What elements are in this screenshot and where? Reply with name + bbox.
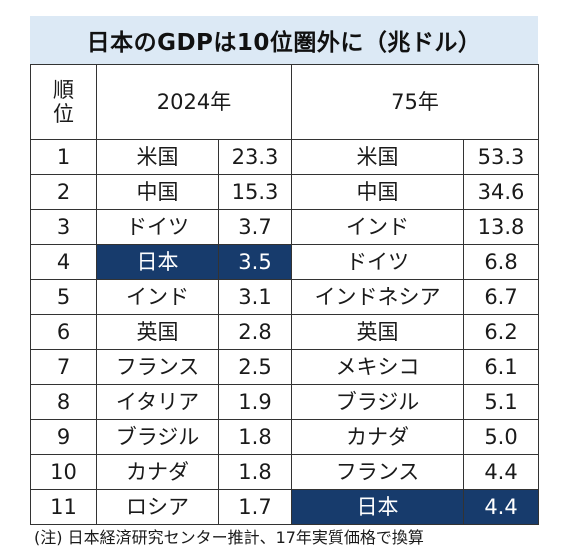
country-75-cell: インドネシア bbox=[291, 279, 465, 315]
country-2024-cell: ロシア bbox=[96, 489, 219, 525]
table-title: 日本のGDPは10位圏外に（兆ドル） bbox=[30, 16, 538, 64]
country-2024-cell: 中国 bbox=[96, 174, 219, 210]
country-2024-cell: 米国 bbox=[96, 139, 219, 175]
country-2024-cell: イタリア bbox=[96, 384, 219, 420]
rank-cell: 8 bbox=[30, 384, 97, 420]
rank-header: 順 位 bbox=[30, 64, 97, 140]
year-75-header: 75年 bbox=[291, 64, 540, 140]
value-75-cell: 5.0 bbox=[463, 419, 540, 455]
value-2024-cell: 1.8 bbox=[217, 454, 293, 490]
gdp-ranking-figure: 日本のGDPは10位圏外に（兆ドル） 順 位 2024年 75年 1 米国 23.3… bbox=[30, 16, 540, 525]
rank-header-line2: 位 bbox=[53, 102, 74, 126]
value-2024-cell: 1.8 bbox=[217, 419, 293, 455]
rank-cell: 2 bbox=[30, 174, 97, 210]
value-2024-cell: 1.9 bbox=[217, 384, 293, 420]
country-75-cell: カナダ bbox=[291, 419, 465, 455]
country-75-cell: インド bbox=[291, 209, 465, 245]
country-2024-cell: ドイツ bbox=[96, 209, 219, 245]
value-2024-cell: 2.5 bbox=[217, 349, 293, 385]
country-75-cell: 英国 bbox=[291, 314, 465, 350]
country-75-cell: ドイツ bbox=[291, 244, 465, 280]
table-row: 5 インド 3.1 インドネシア 6.7 bbox=[30, 279, 540, 315]
table-row: 11 ロシア 1.7 日本 4.4 bbox=[30, 489, 540, 525]
country-75-cell: フランス bbox=[291, 454, 465, 490]
value-2024-cell: 2.8 bbox=[217, 314, 293, 350]
table-row: 10 カナダ 1.8 フランス 4.4 bbox=[30, 454, 540, 490]
value-75-cell: 53.3 bbox=[463, 139, 540, 175]
table-row: 4 日本 3.5 ドイツ 6.8 bbox=[30, 244, 540, 280]
country-2024-cell: 日本 bbox=[96, 244, 219, 280]
value-2024-cell: 1.7 bbox=[217, 489, 293, 525]
table-row: 6 英国 2.8 英国 6.2 bbox=[30, 314, 540, 350]
rank-cell: 1 bbox=[30, 139, 97, 175]
table-row: 8 イタリア 1.9 ブラジル 5.1 bbox=[30, 384, 540, 420]
country-75-cell: ブラジル bbox=[291, 384, 465, 420]
value-2024-cell: 15.3 bbox=[217, 174, 293, 210]
header-row: 順 位 2024年 75年 bbox=[30, 64, 540, 140]
table-row: 9 ブラジル 1.8 カナダ 5.0 bbox=[30, 419, 540, 455]
country-2024-cell: 英国 bbox=[96, 314, 219, 350]
gdp-ranking-table: 順 位 2024年 75年 1 米国 23.3 米国 53.3 2 中国 15.3 中国 34.6… bbox=[30, 64, 540, 525]
value-75-cell: 4.4 bbox=[463, 454, 540, 490]
rank-cell: 9 bbox=[30, 419, 97, 455]
country-2024-cell: フランス bbox=[96, 349, 219, 385]
country-75-cell: 米国 bbox=[291, 139, 465, 175]
rank-cell: 6 bbox=[30, 314, 97, 350]
rank-cell: 5 bbox=[30, 279, 97, 315]
table-row: 3 ドイツ 3.7 インド 13.8 bbox=[30, 209, 540, 245]
value-2024-cell: 3.7 bbox=[217, 209, 293, 245]
value-75-cell: 6.7 bbox=[463, 279, 540, 315]
table-row: 7 フランス 2.5 メキシコ 6.1 bbox=[30, 349, 540, 385]
value-2024-cell: 23.3 bbox=[217, 139, 293, 175]
country-75-cell: メキシコ bbox=[291, 349, 465, 385]
rank-header-line1: 順 bbox=[53, 77, 74, 102]
table-body: 順 位 2024年 75年 1 米国 23.3 米国 53.3 2 中国 15.3 中国 34.6… bbox=[30, 64, 540, 525]
country-2024-cell: カナダ bbox=[96, 454, 219, 490]
footnote: (注) 日本経済研究センター推計、17年実質価格で換算 bbox=[34, 528, 424, 547]
rank-cell: 7 bbox=[30, 349, 97, 385]
value-75-cell: 6.1 bbox=[463, 349, 540, 385]
value-75-cell: 5.1 bbox=[463, 384, 540, 420]
table-row: 1 米国 23.3 米国 53.3 bbox=[30, 139, 540, 175]
value-2024-cell: 3.5 bbox=[217, 244, 293, 280]
value-75-cell: 13.8 bbox=[463, 209, 540, 245]
value-75-cell: 4.4 bbox=[463, 489, 540, 525]
rank-cell: 4 bbox=[30, 244, 97, 280]
rank-cell: 11 bbox=[30, 489, 97, 525]
country-2024-cell: インド bbox=[96, 279, 219, 315]
rank-cell: 3 bbox=[30, 209, 97, 245]
country-75-cell: 中国 bbox=[291, 174, 465, 210]
country-2024-cell: ブラジル bbox=[96, 419, 219, 455]
year-2024-header: 2024年 bbox=[95, 64, 293, 140]
table-row: 2 中国 15.3 中国 34.6 bbox=[30, 174, 540, 210]
value-2024-cell: 3.1 bbox=[217, 279, 293, 315]
value-75-cell: 6.8 bbox=[463, 244, 540, 280]
value-75-cell: 6.2 bbox=[463, 314, 540, 350]
rank-cell: 10 bbox=[30, 454, 97, 490]
country-75-cell: 日本 bbox=[291, 489, 465, 525]
value-75-cell: 34.6 bbox=[463, 174, 540, 210]
